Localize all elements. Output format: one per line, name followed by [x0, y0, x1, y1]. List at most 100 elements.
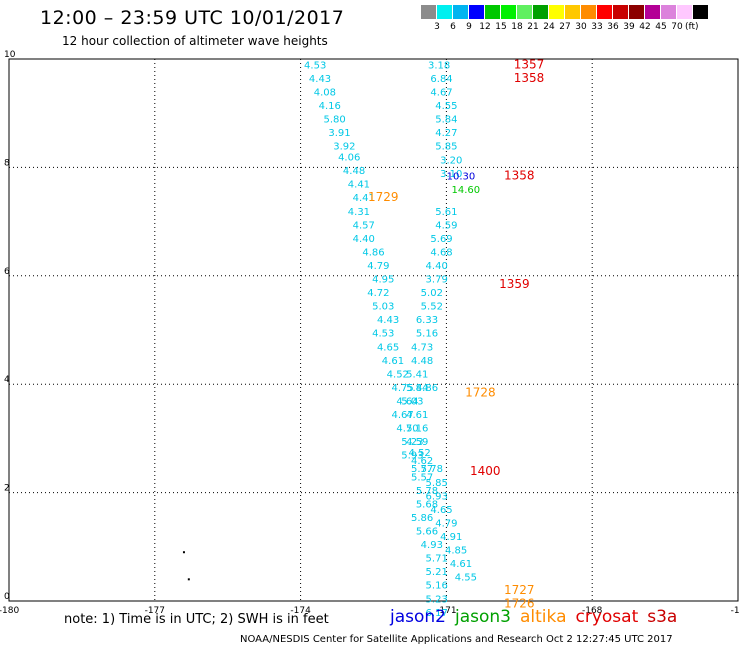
x-tick-label: -168: [582, 606, 603, 616]
data-point: [182, 551, 185, 554]
color-swatch: [485, 5, 501, 19]
legend-entry: s3a: [647, 607, 678, 627]
wave-height-label: 4.91: [440, 532, 462, 543]
color-scale-label: 9: [466, 22, 472, 32]
wave-height-label: 4.93: [421, 540, 443, 551]
wave-height-label: 5.23: [426, 594, 448, 605]
wave-height-label: 5.41: [406, 369, 428, 380]
wave-height-label: 4.06: [338, 153, 360, 164]
x-tick-label: -174: [290, 606, 311, 616]
pass-time-label: 1358: [504, 169, 535, 183]
wave-height-label: 5.16: [426, 581, 448, 592]
color-swatch: [581, 5, 597, 19]
wave-height-label: 5.85: [426, 478, 448, 489]
color-swatch: [437, 5, 453, 19]
wave-height-label: 3.79: [426, 275, 448, 286]
wave-height-label: 5.77: [411, 464, 433, 475]
wave-height-label: 5.68: [416, 499, 438, 510]
wave-height-label: 4.16: [319, 101, 341, 112]
wave-height-label: 5.85: [435, 142, 457, 153]
wave-height-label: 5.78: [416, 486, 438, 497]
color-swatch: [597, 5, 613, 19]
wave-height-label: 5.03: [401, 396, 423, 407]
x-tick-label: -177: [145, 606, 165, 616]
wave-height-label: 4.57: [353, 220, 375, 231]
wave-height-label: 4.79: [435, 518, 457, 529]
wave-height-label: 5.57: [411, 472, 433, 483]
color-swatch: [421, 5, 437, 19]
wave-height-label: 4.61: [450, 559, 472, 570]
color-scale-label: 39: [623, 22, 635, 32]
x-tick-label: -171: [436, 606, 456, 616]
wave-height-label: 5.61: [435, 207, 457, 218]
x-tick-label: -16: [731, 606, 740, 616]
wave-height-label: 5.23: [401, 437, 423, 448]
wave-height-label: 5.52: [421, 302, 443, 313]
wave-height-label: 5.21: [426, 567, 448, 578]
wave-height-label: 5.71: [426, 554, 448, 565]
wave-height-label: 4.86: [416, 383, 438, 394]
wave-height-label: 4.59: [406, 437, 428, 448]
wave-height-label: 5.16: [406, 424, 428, 435]
wave-height-label: 5.02: [421, 288, 443, 299]
color-swatch: [469, 5, 485, 19]
wave-height-label: 4.55: [455, 573, 477, 584]
color-scale-label: 70: [671, 22, 683, 32]
wave-height-label: 4.73: [411, 342, 433, 353]
wave-height-label: 4.41: [353, 193, 375, 204]
wave-height-label: 3.18: [428, 60, 450, 71]
legend-entry: altika: [520, 607, 567, 627]
pass-time-label: 1400: [470, 464, 501, 478]
pass-time-label: 1357: [514, 57, 545, 71]
color-swatch: [629, 5, 645, 19]
wave-height-label: 4.41: [348, 180, 370, 191]
wave-height-label: 5.66: [416, 527, 438, 538]
color-swatch: [533, 5, 549, 19]
wave-height-label: 4.75: [392, 383, 414, 394]
wave-height-label: 3.20: [440, 155, 462, 166]
x-tick-label: -180: [0, 606, 19, 616]
wave-height-label: 4.40: [426, 261, 448, 272]
wave-height-label: 4.68: [430, 247, 452, 258]
wave-height-label: 6.33: [416, 315, 438, 326]
data-point: [187, 578, 190, 581]
legend-entry: cryosat: [575, 607, 639, 627]
wave-height-label: 5.78: [421, 464, 443, 475]
wave-height-label: 4.27: [435, 128, 457, 139]
color-scale-label: 12: [479, 22, 491, 32]
legend-entry: jason3: [455, 607, 511, 627]
color-swatch: [565, 5, 581, 19]
color-scale-unit: (ft): [685, 22, 699, 32]
wave-height-label: 4.72: [367, 288, 389, 299]
color-swatch: [501, 5, 517, 19]
wave-height-label: 5.84: [435, 115, 457, 126]
pass-time-label: 1728: [465, 385, 496, 399]
y-tick-label: 10: [4, 50, 16, 60]
wave-height-label: 14.60: [452, 185, 481, 196]
y-tick-label: 4: [4, 375, 10, 385]
color-scale-label: 15: [495, 22, 507, 32]
wave-height-label: 4.61: [382, 356, 404, 367]
color-swatch: [613, 5, 629, 19]
color-swatch: [661, 5, 677, 19]
wave-height-label: 6.93: [426, 491, 448, 502]
color-swatch: [645, 5, 661, 19]
wave-height-label: 4.40: [353, 234, 375, 245]
wave-height-label: 4.59: [435, 220, 457, 231]
wave-height-label: 10.30: [447, 172, 476, 183]
wave-height-label: 4.62: [411, 456, 433, 467]
wave-height-label: 4.85: [445, 546, 467, 557]
color-scale-label: 45: [655, 22, 667, 32]
color-scale-label: 6: [450, 22, 456, 32]
wave-height-label: 4.43: [377, 315, 399, 326]
wave-height-label: 5.86: [411, 513, 433, 524]
wave-height-label: 5.03: [372, 302, 394, 313]
wave-height-label: 4.55: [435, 101, 457, 112]
color-swatch: [677, 5, 693, 19]
pass-time-label: 1726: [504, 597, 535, 611]
pass-time-label: 1727: [504, 583, 535, 597]
y-tick-label: 8: [4, 158, 10, 168]
wave-height-label: 3.10: [440, 169, 462, 180]
wave-height-label: 3.92: [333, 142, 355, 153]
